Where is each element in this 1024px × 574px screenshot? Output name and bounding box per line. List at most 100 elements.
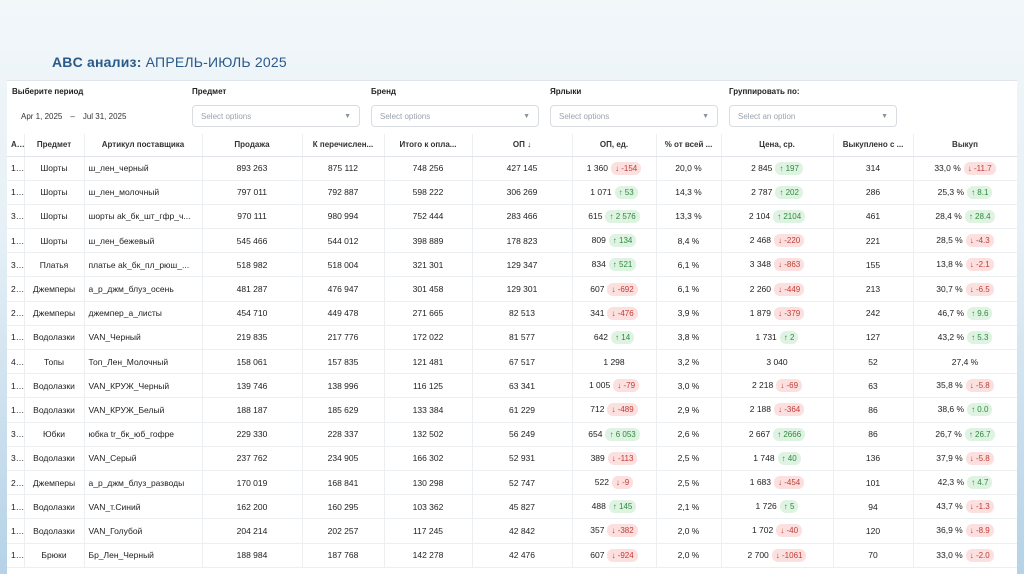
cell-op_units-value: 809 [591, 235, 606, 246]
cell-transfer: 875 112 [302, 156, 385, 181]
cell-op_units: 834 ↑ 521 [572, 252, 657, 278]
table-row[interactable]: 1.. Водолазки VAN_т.Синий 162 200 160 295 103… [7, 494, 1017, 520]
delta-badge: ↑ 2104 [773, 209, 806, 223]
table-row[interactable]: 3.. Платья платье ak_бк_пл_рюш_... 518 982 5… [7, 252, 1017, 278]
delta-badge: ↓ -5.8 [965, 451, 994, 465]
cell-sale: 188 984 [202, 543, 303, 568]
table-row[interactable]: 3.. Юбки юбка tr_бк_юб_гофре 229 330 228 337… [7, 422, 1017, 447]
group-filter: Группировать по: Select an option ▼ [729, 87, 897, 127]
column-header[interactable]: Выкуплено с ... [833, 134, 914, 157]
table-row[interactable]: 1.. Водолазки VAN_Черный 219 835 217 776 172 … [7, 325, 1017, 351]
cell-op_units: 1 071 ↑ 53 [572, 180, 657, 205]
table-row[interactable]: 1.. Шорты ш_лен_черный 893 263 875 112 748 25… [7, 156, 1017, 181]
cell-price-value: 1 726 [755, 501, 777, 512]
cell-price-value: 2 104 [748, 210, 771, 221]
column-header[interactable]: Продажа [202, 134, 303, 157]
column-header[interactable]: К перечислен... [302, 134, 385, 157]
cell-subject: Топы [24, 349, 85, 375]
cell-price: 1 702 ↓ -40 [721, 518, 834, 544]
cell-pct: 6,1 % [656, 276, 722, 302]
column-header[interactable]: Цена, ср. [721, 134, 834, 157]
table-row[interactable]: 2.. Джемперы джемпер_а_листы 454 710 449 478… [7, 301, 1017, 326]
delta-badge: ↑ 28.4 [964, 209, 995, 223]
cell-total: 133 384 [384, 397, 473, 423]
cell-total: 121 481 [384, 349, 473, 375]
table-row[interactable]: 1.. Водолазки VAN_КРУЖ_Белый 188 187 185 629… [7, 397, 1017, 423]
brand-placeholder: Select options [380, 111, 431, 121]
cell-pct: 3,0 % [656, 373, 722, 399]
cell-pct: 6,1 % [656, 252, 722, 278]
table-row[interactable]: 1.. Брюки Бр_Лен_Черный 188 984 187 768 142 2… [7, 543, 1017, 568]
column-header[interactable]: ОП, ед. [572, 134, 657, 157]
period-separator: – [70, 111, 75, 121]
cell-article: ш_лен_черный [84, 156, 203, 181]
brand-filter: Бренд Select options ▼ [371, 87, 539, 127]
column-header[interactable]: ОП ↓ [472, 134, 573, 157]
cell-total: 748 256 [384, 156, 473, 181]
cell-op_units-value: 712 [590, 404, 605, 415]
cell-buyout: 30,7 % ↓ -6.5 [913, 276, 1017, 302]
cell-price-value: 3 348 [749, 259, 772, 270]
cell-pct: 20,0 % [656, 156, 722, 181]
cell-op_units: 642 ↑ 14 [572, 325, 657, 351]
period-picker[interactable]: Apr 1, 2025 – Jul 31, 2025 [12, 105, 182, 127]
tags-select[interactable]: Select options ▼ [550, 105, 718, 127]
cell-bought: 242 [833, 301, 914, 326]
cell-transfer: 168 841 [302, 470, 385, 496]
tags-label: Ярлыки [550, 87, 582, 96]
cell-pct: 2,0 % [656, 543, 722, 568]
cell-op: 42 476 [472, 543, 573, 568]
table-row[interactable]: 1.. Водолазки VAN_Голубой 204 214 202 257 117… [7, 518, 1017, 544]
cell-op: 42 842 [472, 518, 573, 544]
cell-a: 1.. [7, 325, 25, 351]
cell-price: 1 726 ↑ 5 [721, 494, 834, 520]
group-placeholder: Select an option [738, 111, 796, 121]
cell-a: 4.. [7, 349, 25, 375]
cell-buyout: 33,0 % ↓ -11.7 [913, 156, 1017, 181]
column-header[interactable]: Выкуп [913, 134, 1017, 157]
table-row[interactable]: 4.. Топы Топ_Лен_Молочный 158 061 157 835 121… [7, 349, 1017, 375]
cell-transfer: 234 905 [302, 446, 385, 471]
cell-price-value: 2 787 [751, 186, 773, 197]
column-header[interactable]: % от всей ... [656, 134, 722, 157]
cell-price: 1 748 ↑ 40 [721, 446, 834, 471]
cell-subject: Шорты [24, 156, 85, 181]
column-header[interactable]: А.. [7, 134, 25, 157]
table-row[interactable]: 1.. Шорты ш_лен_молочный 797 011 792 887 598 … [7, 180, 1017, 205]
table-row[interactable]: 3.. Водолазки VAN_Серый 237 762 234 905 166 3… [7, 446, 1017, 471]
delta-badge: ↓ -379 [774, 306, 805, 320]
table-row[interactable]: 3.. Шорты шорты ak_бк_шт_гфр_ч... 970 111 98… [7, 204, 1017, 230]
cell-op_units: 1 005 ↓ -79 [572, 373, 657, 399]
subject-select[interactable]: Select options ▼ [192, 105, 360, 127]
cell-buyout-value: 43,7 % [936, 501, 963, 512]
cell-buyout-value: 42,3 % [937, 477, 965, 488]
cell-sale: 219 835 [202, 325, 303, 351]
cell-subject: Шорты [24, 228, 85, 254]
cell-bought: 155 [833, 252, 914, 278]
delta-badge: ↓ -220 [774, 234, 805, 248]
delta-badge: ↓ -5.8 [965, 379, 994, 393]
table-row[interactable]: 2.. Джемперы а_р_джм_блуз_разводы 170 019 16… [7, 470, 1017, 496]
cell-transfer: 160 295 [302, 494, 385, 520]
delta-badge: ↑ 202 [775, 185, 803, 199]
cell-bought: 314 [833, 156, 914, 181]
column-header[interactable]: Предмет [24, 134, 85, 157]
group-select[interactable]: Select an option ▼ [729, 105, 897, 127]
cell-buyout: 36,9 % ↓ -8.9 [913, 518, 1017, 544]
cell-article: а_р_джм_блуз_осень [84, 276, 203, 302]
delta-badge: ↑ 197 [775, 161, 803, 175]
cell-op_units-value: 1 005 [588, 380, 611, 391]
column-header[interactable]: Итого к опла... [384, 134, 473, 157]
cell-bought: 286 [833, 180, 914, 205]
cell-price-value: 3 040 [766, 356, 788, 367]
table-row[interactable]: 2.. Джемперы а_р_джм_блуз_осень 481 287 476 … [7, 276, 1017, 302]
cell-a: 3.. [7, 422, 25, 447]
cell-pct: 2,6 % [656, 422, 722, 447]
table-row[interactable]: 1.. Водолазки VAN_КРУЖ_Черный 139 746 138 99… [7, 373, 1017, 399]
brand-select[interactable]: Select options ▼ [371, 105, 539, 127]
cell-op_units: 654 ↑ 6 053 [572, 422, 657, 447]
cell-total: 398 889 [384, 228, 473, 254]
table-row[interactable]: 1.. Шорты ш_лен_бежевый 545 466 544 012 398 8… [7, 228, 1017, 254]
cell-buyout-value: 33,0 % [934, 162, 961, 173]
column-header[interactable]: Артикул поставщика [84, 134, 203, 157]
